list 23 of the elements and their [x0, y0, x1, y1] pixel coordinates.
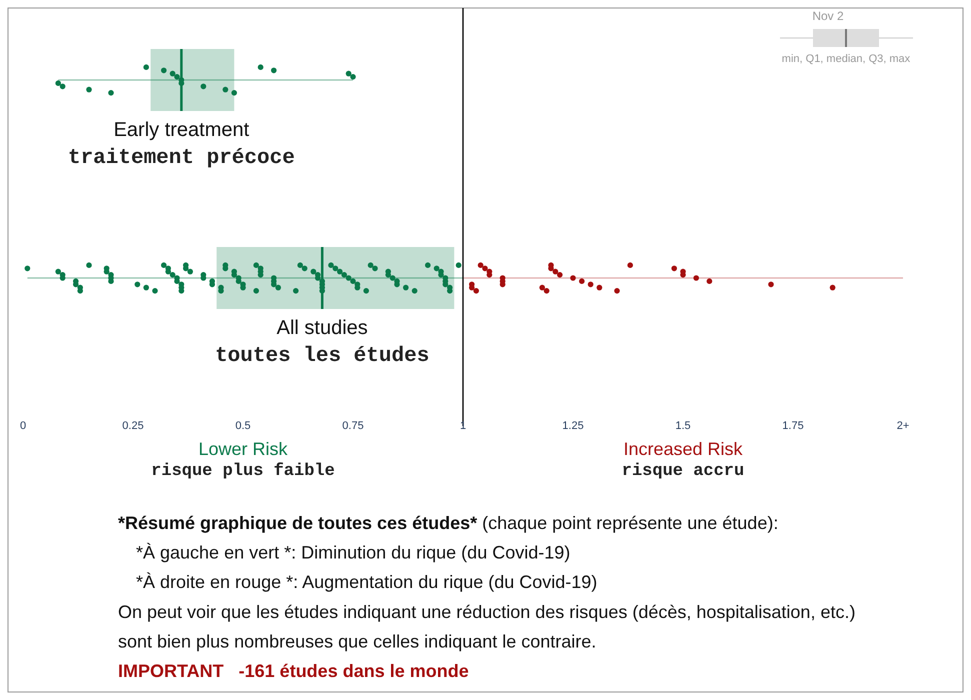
x-tick-label: 1.5: [675, 420, 691, 432]
text: Increased Risk: [623, 439, 744, 459]
x-tick-label: 0.75: [342, 420, 364, 432]
x-tick-label: 2+: [896, 420, 910, 432]
x-tick-label: 1: [460, 420, 466, 432]
y-tick-label: All studies toutes les études: [215, 317, 430, 368]
text: sont bien plus nombreuses que celles indiquant le contraire.: [118, 631, 596, 652]
text: risque accru: [622, 462, 744, 481]
text: Lower Risk: [198, 439, 289, 459]
text: *À gauche en vert *: Diminution du rique (du Covid-19): [136, 542, 570, 563]
text: risque plus faible: [151, 462, 335, 481]
x-tick-label: 0.5: [235, 420, 251, 432]
annotation: Nov 2: [812, 9, 844, 23]
x-tick-label: 0: [20, 420, 26, 432]
text: *Résumé graphique de toutes ces études* (chaque point représente une étude):: [118, 513, 778, 533]
x-tick-label: 1.75: [782, 420, 804, 432]
annotation: min, Q1, median, Q3, max: [782, 53, 911, 65]
x-tick-label: 0.25: [122, 420, 144, 432]
text: On peut voir que les études indiquant une réduction des risques (décès, hospitalisation, etc.): [118, 602, 856, 622]
y-tick-label: Early treatment traitement précoce: [68, 119, 295, 170]
text: IMPORTANT -161 études dans le monde: [118, 661, 469, 681]
text: *À droite en rouge *: Augmentation du rique (du Covid-19): [136, 572, 598, 592]
x-tick-label: 1.25: [562, 420, 584, 432]
